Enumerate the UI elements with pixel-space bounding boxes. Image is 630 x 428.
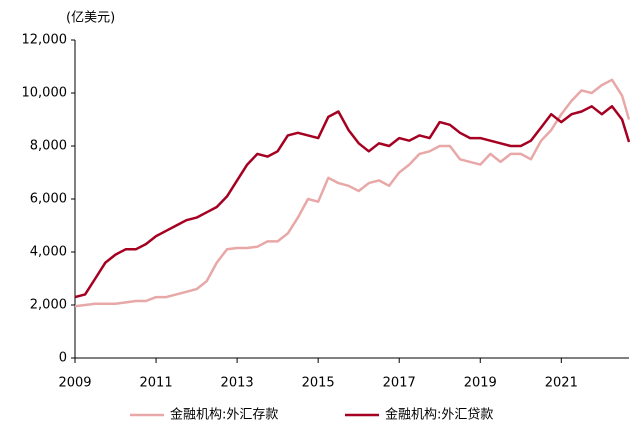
x-tick-label: 2009 [58,376,91,391]
series-line [74,105,630,299]
x-tick-label: 2019 [464,376,497,391]
x-tick-label: 2021 [545,376,578,391]
y-tick-label: 8,000 [30,139,67,154]
unit-label: (亿美元) [66,11,115,26]
series-line [74,78,630,308]
legend-label: 金融机构:外汇存款 [170,407,278,423]
y-tick-label: 2,000 [30,298,67,313]
x-tick-label: 2017 [383,376,416,391]
y-tick-label: 0 [59,351,67,366]
x-tick-label: 2011 [140,376,173,391]
y-tick-label: 10,000 [22,86,68,101]
y-tick-label: 12,000 [22,33,68,48]
x-tick-label: 2013 [221,376,254,391]
y-tick-label: 4,000 [30,245,67,260]
x-tick-label: 2015 [302,376,335,391]
legend-label: 金融机构:外汇贷款 [385,407,493,423]
y-tick-label: 6,000 [30,192,67,207]
